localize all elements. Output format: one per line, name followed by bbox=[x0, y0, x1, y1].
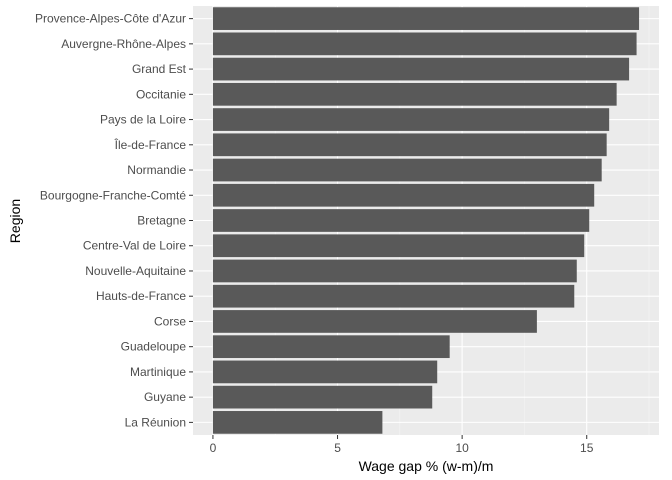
bar bbox=[212, 57, 630, 81]
bar bbox=[212, 385, 433, 409]
y-tick-label: Nouvelle-Aquitaine bbox=[85, 264, 186, 278]
y-axis-title: Region bbox=[7, 199, 23, 243]
bar bbox=[212, 411, 383, 434]
y-axis: Provence-Alpes-Côte d'Azur Auvergne-Rhône… bbox=[35, 12, 193, 429]
bar bbox=[212, 183, 595, 207]
y-tick-label: Hauts-de-France bbox=[96, 289, 186, 303]
y-tick-label: Martinique bbox=[130, 365, 186, 379]
bar bbox=[212, 133, 607, 157]
y-tick-label: Bourgogne-Franche-Comté bbox=[40, 188, 186, 202]
y-tick-label: Corse bbox=[154, 314, 186, 328]
y-tick-label: Pays de la Loire bbox=[100, 113, 186, 127]
y-tick-label: Guadeloupe bbox=[121, 340, 187, 354]
y-tick-label: Grand Est bbox=[132, 62, 187, 76]
y-tick-label: Auvergne-Rhône-Alpes bbox=[61, 37, 186, 51]
x-tick-label: 5 bbox=[334, 441, 341, 455]
x-tick-label: 15 bbox=[580, 441, 594, 455]
x-axis: 0 5 10 15 bbox=[210, 435, 594, 455]
bar bbox=[212, 7, 640, 30]
bars bbox=[212, 7, 640, 434]
bar bbox=[212, 234, 585, 258]
bar bbox=[212, 158, 602, 182]
x-axis-title: Wage gap % (w-m)/m bbox=[359, 458, 494, 474]
bar bbox=[212, 310, 537, 333]
y-tick-label: Bretagne bbox=[137, 214, 186, 228]
y-tick-label: La Réunion bbox=[125, 415, 186, 429]
bar bbox=[212, 259, 577, 283]
x-tick-label: 0 bbox=[210, 441, 217, 455]
x-tick-label: 10 bbox=[455, 441, 469, 455]
y-tick-label: Occitanie bbox=[136, 87, 186, 101]
bar bbox=[212, 32, 637, 56]
bar bbox=[212, 209, 590, 232]
y-tick-label: Provence-Alpes-Côte d'Azur bbox=[35, 12, 186, 26]
bar bbox=[212, 360, 438, 384]
bar bbox=[212, 82, 617, 106]
y-tick-label: Centre-Val de Loire bbox=[83, 239, 186, 253]
y-tick-label: Guyane bbox=[144, 390, 186, 404]
bar bbox=[212, 335, 450, 359]
y-tick-label: Normandie bbox=[127, 163, 186, 177]
y-tick-label: Île-de-France bbox=[114, 137, 187, 152]
bar bbox=[212, 284, 575, 308]
bar bbox=[212, 108, 610, 131]
